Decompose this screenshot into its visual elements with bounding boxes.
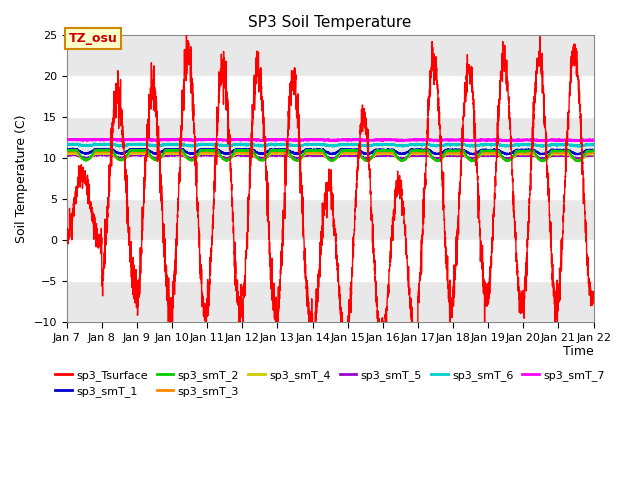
Text: TZ_osu: TZ_osu bbox=[68, 32, 117, 45]
Bar bbox=[67, 281, 593, 323]
Y-axis label: Soil Temperature (C): Soil Temperature (C) bbox=[15, 115, 28, 243]
Bar bbox=[67, 117, 593, 158]
Title: SP3 Soil Temperature: SP3 Soil Temperature bbox=[248, 15, 412, 30]
Bar bbox=[67, 36, 593, 76]
Bar bbox=[67, 199, 593, 240]
Text: Time: Time bbox=[563, 345, 593, 358]
Legend: sp3_Tsurface, sp3_smT_1, sp3_smT_2, sp3_smT_3, sp3_smT_4, sp3_smT_5, sp3_smT_6, : sp3_Tsurface, sp3_smT_1, sp3_smT_2, sp3_… bbox=[51, 365, 609, 401]
